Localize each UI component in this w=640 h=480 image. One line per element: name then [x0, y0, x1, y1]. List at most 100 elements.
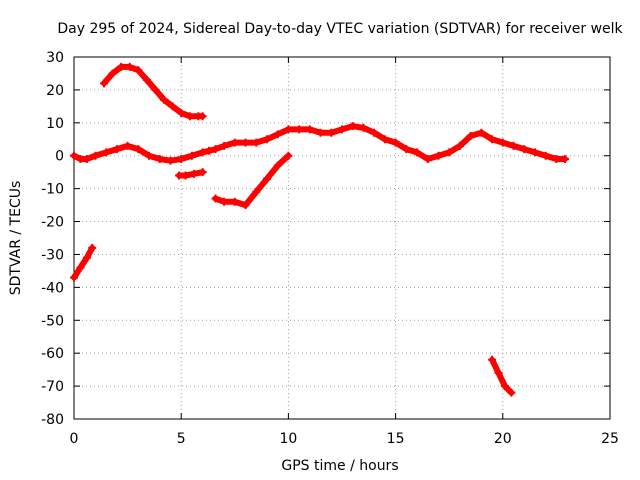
data-point — [112, 145, 121, 154]
data-point — [413, 148, 422, 157]
data-point — [187, 151, 196, 160]
data-points — [70, 62, 569, 397]
data-point — [230, 138, 239, 147]
data-point — [241, 201, 250, 210]
data-point — [380, 135, 389, 144]
series-segment-3 — [70, 122, 569, 165]
y-axis-ticks: 30 20 10 0 -10 -20 -30 -40 -50 -60 -70 -80 — [41, 50, 610, 428]
data-point — [123, 141, 132, 150]
data-point — [500, 382, 509, 391]
data-point — [520, 145, 529, 154]
x-axis-ticks: 0 5 10 15 20 25 — [70, 57, 619, 447]
data-point — [348, 122, 357, 131]
data-point — [434, 151, 443, 160]
data-point — [125, 62, 134, 71]
data-point — [402, 145, 411, 154]
data-point — [76, 263, 85, 272]
data-point — [445, 148, 454, 157]
data-point — [370, 128, 379, 137]
data-point — [295, 125, 304, 134]
x-axis-label: GPS time / hours — [281, 458, 398, 474]
data-point — [102, 148, 111, 157]
data-point — [91, 151, 100, 160]
x-tick-label: 25 — [601, 431, 619, 447]
y-tick-label: -50 — [41, 313, 64, 329]
x-tick-label: 5 — [177, 431, 186, 447]
data-point — [70, 151, 78, 160]
data-point — [145, 151, 154, 160]
data-point — [70, 273, 78, 282]
data-point — [494, 368, 503, 377]
y-tick-label: -60 — [41, 346, 64, 362]
data-point — [359, 123, 368, 132]
data-point — [198, 148, 207, 157]
data-point — [190, 169, 199, 178]
y-tick-label: -30 — [41, 247, 64, 263]
data-point — [530, 148, 539, 157]
data-point — [211, 194, 220, 203]
data-point — [241, 138, 250, 147]
data-point — [82, 155, 91, 164]
data-point — [166, 156, 175, 165]
x-tick-label: 20 — [494, 431, 512, 447]
data-point — [507, 388, 516, 397]
data-point — [220, 141, 229, 150]
data-point — [273, 130, 282, 139]
data-point — [488, 355, 497, 364]
data-point — [305, 125, 314, 134]
data-point — [262, 174, 271, 183]
plot-frame — [73, 56, 611, 420]
data-point — [211, 145, 220, 154]
data-point — [477, 128, 486, 137]
data-point — [82, 253, 91, 262]
y-tick-label: -10 — [41, 182, 64, 198]
y-tick-label: -20 — [41, 215, 64, 231]
data-point — [455, 141, 464, 150]
y-axis-label: SDTVAR / TECUs — [8, 181, 24, 296]
data-point — [88, 243, 97, 252]
data-point — [498, 138, 507, 147]
data-point — [541, 151, 550, 160]
series-segment-2 — [100, 62, 207, 121]
data-point — [108, 69, 117, 78]
data-point — [160, 95, 169, 104]
data-point — [142, 76, 151, 85]
data-point — [198, 112, 207, 121]
data-point — [466, 131, 475, 140]
data-point — [262, 135, 271, 144]
data-point — [552, 155, 561, 164]
y-tick-label: 0 — [55, 149, 64, 165]
data-point — [560, 155, 569, 164]
series-segment-6 — [488, 355, 516, 397]
data-point — [177, 108, 186, 117]
data-point — [220, 197, 229, 206]
data-point — [230, 197, 239, 206]
data-point — [284, 151, 293, 160]
y-tick-label: 30 — [46, 50, 64, 66]
data-point — [327, 128, 336, 137]
data-point — [134, 66, 143, 75]
data-point — [338, 125, 346, 134]
data-point — [151, 85, 160, 94]
series-segment-5 — [211, 151, 293, 210]
series-segment-1 — [70, 243, 97, 282]
y-tick-label: -80 — [41, 412, 64, 428]
series-trace — [101, 63, 206, 120]
data-point — [488, 135, 497, 144]
data-point — [252, 187, 261, 196]
data-point — [100, 79, 109, 88]
x-tick-label: 0 — [70, 431, 79, 447]
data-point — [509, 141, 518, 150]
series-trace — [489, 356, 515, 396]
data-point — [181, 171, 190, 180]
grid-lines — [74, 57, 610, 419]
data-point — [423, 155, 432, 164]
y-tick-label: 10 — [46, 116, 64, 132]
data-point — [155, 155, 164, 164]
data-point — [134, 145, 143, 154]
data-point — [316, 128, 325, 137]
x-tick-label: 10 — [279, 431, 297, 447]
series-segment-4 — [175, 168, 207, 180]
data-point — [198, 168, 207, 177]
